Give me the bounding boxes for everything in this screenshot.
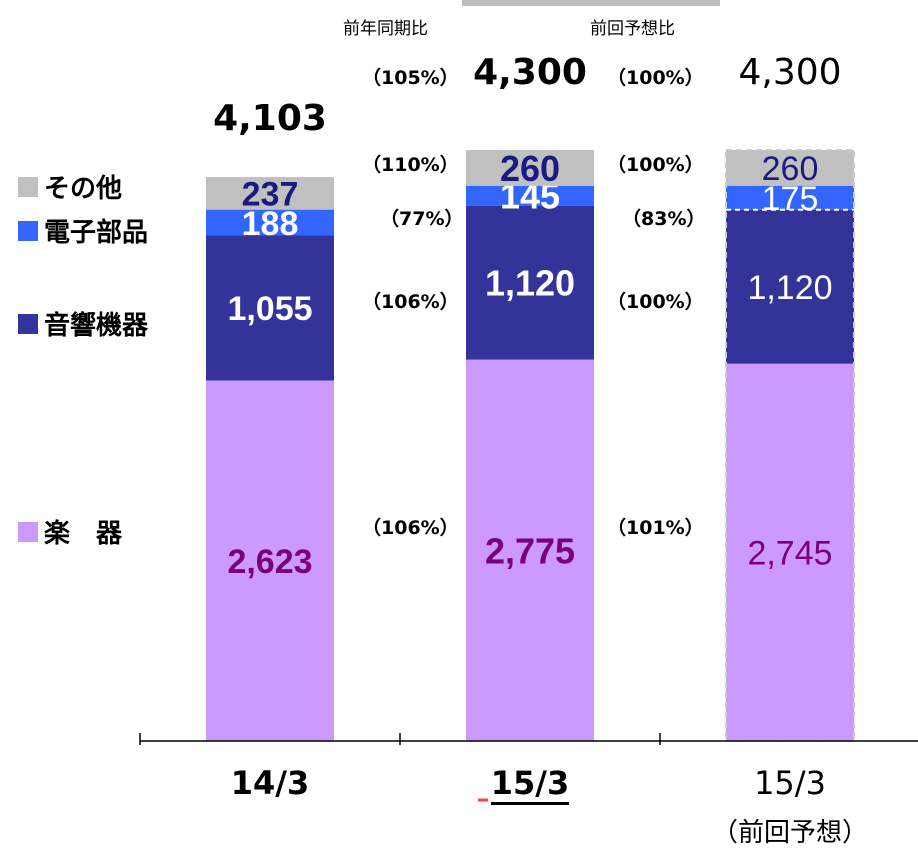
- value-label-other-0: 237: [242, 176, 299, 214]
- bar-audio-2: [726, 209, 854, 364]
- bar-electronic-parts-0: [206, 209, 334, 236]
- legend-item-instruments: 楽 器: [18, 513, 122, 550]
- yoy-instruments: （106%）: [362, 517, 459, 539]
- yoy-header: 前年同期比: [343, 19, 428, 39]
- x-tick-14-3: 14/3: [230, 764, 310, 802]
- legend-item-other: その他: [18, 168, 122, 205]
- bar-audio-0: [206, 235, 334, 381]
- bar-other-2: [726, 150, 854, 186]
- legend-item-electronic-parts: 電子部品: [18, 212, 148, 249]
- vs-forecast-total: （100%）: [607, 67, 704, 89]
- yoy-total: （105%）: [362, 67, 459, 89]
- bar-electronic-parts-1: [466, 185, 594, 206]
- value-label-other-1: 260: [500, 148, 560, 189]
- yoy-audio: （106%）: [362, 291, 459, 313]
- total-label-15-3-forecast: 4,300: [738, 52, 842, 93]
- bar-other-1: [466, 150, 594, 186]
- legend-label-instruments: 楽 器: [44, 519, 123, 549]
- legend-item-audio: 音響機器: [18, 305, 148, 342]
- x-tick-15-3-text: 15/3: [490, 764, 570, 805]
- value-label-audio-1: 1,120: [485, 263, 575, 304]
- bar-electronic-parts-2: [726, 185, 854, 210]
- value-label-audio-2: 1,120: [747, 269, 832, 307]
- vs-forecast-other: （100%）: [607, 154, 704, 176]
- legend-swatch-instruments: [18, 521, 38, 542]
- legend-swatch-audio: [18, 313, 38, 334]
- legend-swatch-electronic-parts: [18, 220, 38, 241]
- value-label-audio-0: 1,055: [227, 290, 312, 328]
- x-tick-15-3: 15/3: [430, 764, 630, 805]
- value-label-electronic-parts-2: 175: [762, 180, 819, 218]
- value-label-instruments-1: 2,775: [485, 530, 575, 571]
- value-label-instruments-2: 2,745: [747, 535, 832, 573]
- legend-label-electronic-parts: 電子部品: [44, 218, 149, 248]
- bar-audio-1: [466, 205, 594, 360]
- value-label-other-2: 260: [762, 150, 819, 188]
- bar-other-0: [206, 177, 334, 210]
- bar-instruments-0: [206, 380, 334, 741]
- total-label-15-3: 4,300: [473, 52, 587, 93]
- vs-forecast-header: 前回予想比: [590, 19, 675, 39]
- yoy-other: （110%）: [362, 154, 459, 176]
- vs-forecast-electronic-parts: （83%）: [622, 208, 706, 230]
- x-tick-15-3-forecast: 15/3: [754, 764, 826, 802]
- value-label-electronic-parts-0: 188: [242, 205, 299, 243]
- header-bar: [462, 0, 720, 6]
- yoy-electronic-parts: （77%）: [380, 208, 464, 230]
- bar-instruments-1: [466, 359, 594, 741]
- x-tick-forecast-subtitle: （前回予想）: [711, 818, 868, 848]
- value-label-instruments-0: 2,623: [227, 543, 312, 581]
- legend-swatch-other: [18, 176, 38, 197]
- vs-forecast-instruments: （101%）: [607, 517, 704, 539]
- total-label-14-3: 4,103: [213, 98, 327, 139]
- vs-forecast-audio: （100%）: [607, 291, 704, 313]
- bar-instruments-2: [726, 363, 854, 741]
- legend-label-audio: 音響機器: [44, 311, 149, 341]
- legend-label-other: その他: [44, 174, 123, 204]
